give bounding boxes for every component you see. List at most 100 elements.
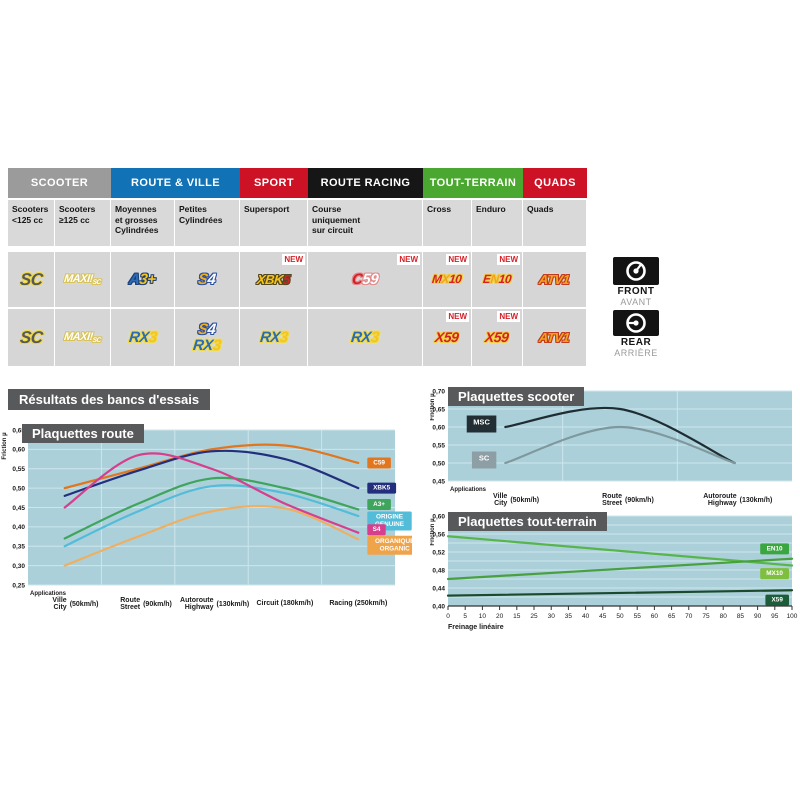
product-badge-s4: S4 — [197, 321, 216, 338]
product-badge-rx3: RX3 — [127, 328, 158, 346]
product-badge-atv1: ATV1 — [538, 271, 571, 287]
svg-text:C59: C59 — [373, 459, 385, 466]
product-badge-rx3: RX3 — [258, 328, 288, 346]
product-badge-c59: C59 — [351, 270, 379, 288]
subhead-cell: Moyennes et grosses Cylindrées — [111, 200, 174, 246]
svg-text:40: 40 — [582, 613, 590, 620]
svg-text:Applications: Applications — [30, 591, 67, 597]
svg-text:EN10: EN10 — [767, 545, 783, 552]
front-label-fr: AVANT — [620, 297, 652, 307]
table-group-header-row: SCOOTER ROUTE & VILLE SPORT ROUTE RACING TOU… — [8, 168, 588, 198]
svg-text:95: 95 — [771, 613, 779, 620]
svg-text:0,44: 0,44 — [432, 585, 445, 592]
badge-part: MAXI! — [63, 272, 94, 285]
group-header-route-racing: ROUTE RACING — [308, 168, 423, 198]
svg-text:Ville: Ville — [493, 493, 507, 500]
badge-part: SC — [18, 269, 44, 289]
svg-text:0,70: 0,70 — [432, 388, 445, 395]
svg-text:0,65: 0,65 — [432, 406, 445, 413]
product-badge-atv1: ATV1 — [538, 329, 571, 345]
svg-text:100: 100 — [787, 613, 798, 620]
svg-text:0,25: 0,25 — [12, 582, 25, 589]
subhead-cell: Quads — [523, 200, 586, 246]
svg-text:0,45: 0,45 — [432, 478, 445, 485]
svg-text:0,50: 0,50 — [12, 485, 25, 492]
badge-part: ATV1 — [538, 329, 571, 345]
chart-route-plot: 0,25 0,30 0,35 0,40 0,45 0,50 0,55 0,60 0,65 Fric… — [2, 427, 412, 611]
table-cell: NEW XBK5 — [240, 252, 307, 307]
svg-text:Circuit (180km/h): Circuit (180km/h) — [257, 600, 314, 607]
subhead-cell: Enduro — [472, 200, 522, 246]
svg-text:50: 50 — [616, 613, 624, 620]
svg-text:Friction µ: Friction µ — [430, 393, 436, 421]
svg-text:City: City — [494, 500, 507, 507]
new-badge: NEW — [497, 311, 520, 322]
svg-text:0,55: 0,55 — [12, 466, 25, 473]
front-brake-disc-icon — [626, 261, 646, 281]
subhead-cell: Scooters ≥125 cc — [55, 200, 110, 246]
group-header-scooter: SCOOTER — [8, 168, 111, 198]
badge-part: 5 — [282, 271, 291, 287]
table-cell: ATV1 — [523, 252, 586, 307]
svg-text:60: 60 — [651, 613, 659, 620]
badge-part: ATV1 — [538, 271, 571, 287]
svg-text:(130km/h): (130km/h) — [740, 497, 773, 504]
svg-text:0: 0 — [446, 613, 450, 620]
table-cell: MAXI!SC — [55, 252, 110, 307]
svg-text:0,56: 0,56 — [432, 531, 445, 538]
badge-part: RX — [127, 328, 150, 346]
badge-part: SC — [91, 336, 102, 344]
table-cell: RX3 — [240, 309, 307, 366]
table-subhead-row: Scooters <125 cc Scooters ≥125 cc Moyennes… — [8, 200, 588, 246]
table-cell: SC — [8, 252, 54, 307]
svg-text:0,30: 0,30 — [12, 563, 25, 570]
svg-text:XBK5: XBK5 — [373, 485, 390, 492]
subhead-cell: Petites Cylindrées — [175, 200, 239, 246]
svg-text:(50km/h): (50km/h) — [510, 497, 539, 504]
svg-text:GENUINE: GENUINE — [375, 521, 405, 528]
svg-text:Autoroute: Autoroute — [180, 597, 214, 604]
badge-part: 3 — [370, 328, 380, 346]
badge-row-front: SC MAXI!SC A3+ S4 NEW XBK5 NEW C59 NEW MX10 NEW EN1… — [8, 252, 588, 307]
product-badge-maxisc: MAXI!SC — [63, 272, 102, 286]
product-badge-en10: EN10 — [482, 272, 512, 286]
product-badge-x59: X59 — [434, 329, 459, 345]
svg-text:(90km/h): (90km/h) — [143, 601, 172, 608]
badge-part: 3+ — [138, 270, 157, 288]
svg-text:ORGANIQUE: ORGANIQUE — [375, 538, 412, 545]
svg-text:0,40: 0,40 — [432, 603, 445, 610]
badge-part: SC — [91, 278, 102, 286]
svg-text:Route: Route — [120, 597, 140, 604]
badge-part: 10 — [448, 272, 463, 287]
svg-text:Highway: Highway — [185, 604, 214, 611]
svg-text:10: 10 — [479, 613, 487, 620]
badge-part: SC — [18, 327, 44, 347]
svg-text:City: City — [53, 604, 66, 611]
new-badge: NEW — [397, 254, 420, 265]
svg-text:Autoroute: Autoroute — [703, 493, 737, 500]
svg-text:20: 20 — [496, 613, 504, 620]
svg-text:0,60: 0,60 — [12, 447, 25, 454]
svg-text:75: 75 — [702, 613, 710, 620]
chart-scooter-title: Plaquettes scooter — [448, 387, 585, 406]
svg-text:Friction µ: Friction µ — [430, 518, 436, 546]
svg-text:(130km/h): (130km/h) — [217, 601, 250, 608]
svg-text:Highway: Highway — [708, 500, 737, 507]
badge-part: RX — [350, 328, 372, 346]
front-label-en: FRONT — [617, 286, 655, 297]
badge-part: 3 — [147, 328, 158, 346]
badge-part: RX — [258, 328, 281, 346]
svg-text:ORIGINE: ORIGINE — [376, 514, 404, 521]
svg-text:0,55: 0,55 — [432, 442, 445, 449]
new-badge: NEW — [497, 254, 520, 265]
svg-text:0,60: 0,60 — [432, 513, 445, 520]
svg-text:(90km/h): (90km/h) — [625, 497, 654, 504]
product-badge-xbk5: XBK5 — [256, 271, 291, 287]
svg-text:0,50: 0,50 — [432, 460, 445, 467]
badge-part: 59 — [361, 270, 379, 288]
badge-part: X59 — [484, 329, 510, 346]
svg-text:0,48: 0,48 — [432, 567, 445, 574]
svg-text:SC: SC — [479, 454, 490, 463]
